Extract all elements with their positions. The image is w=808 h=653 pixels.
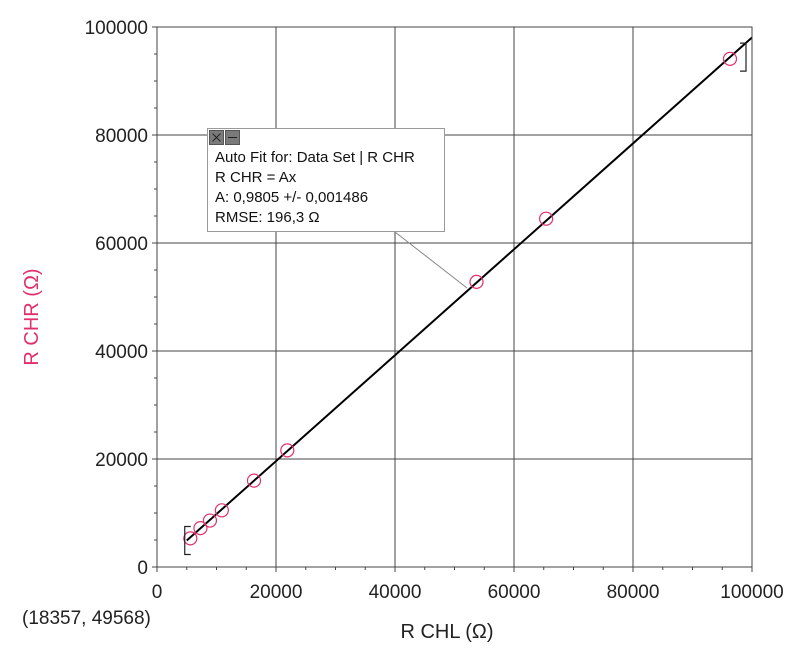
fit-equation: R CHR = Ax (215, 169, 297, 186)
y-tick-label: 40000 (95, 342, 148, 363)
minimize-icon[interactable] (225, 130, 240, 145)
y-tick-label: 20000 (95, 450, 148, 471)
close-icon[interactable] (209, 130, 224, 145)
x-tick-labels: 0 20000 40000 60000 80000 100000 (152, 582, 784, 603)
auto-fit-info-box[interactable]: Auto Fit for: Data Set | R CHR R CHR = A… (207, 128, 445, 232)
data-point (214, 503, 229, 518)
y-axis-title: R CHR (Ω) (21, 268, 43, 365)
x-tick-label: 0 (152, 582, 163, 603)
fit-line-group (186, 36, 753, 542)
left-range-bracket[interactable] (184, 525, 191, 556)
right-range-bracket[interactable] (740, 42, 747, 72)
callout-leader-line (394, 231, 468, 289)
data-point (469, 274, 484, 289)
fit-title: Auto Fit for: Data Set | R CHR (215, 149, 415, 166)
fit-range-brackets (184, 42, 747, 556)
x-tick-label: 20000 (250, 582, 303, 603)
plot-frame (156, 26, 753, 568)
y-tick-label: 60000 (95, 234, 148, 255)
x-tick-label: 40000 (369, 582, 422, 603)
data-point (280, 443, 295, 458)
x-tick-label: 60000 (488, 582, 541, 603)
plot-area (157, 27, 752, 567)
data-point (246, 473, 262, 488)
fit-rmse: RMSE: 196,3 Ω (215, 209, 320, 226)
fit-coefficient: A: 0,9805 +/- 0,001486 (215, 189, 369, 206)
data-point (193, 521, 208, 536)
x-axis-title: R CHL (Ω) (400, 621, 493, 643)
data-point (539, 211, 554, 226)
cursor-coordinate-readout: (18357, 49568) (22, 608, 151, 629)
x-tick-label: 80000 (607, 582, 660, 603)
data-point (722, 51, 738, 66)
x-tick-label: 100000 (720, 582, 783, 603)
y-tick-labels: 0 20000 40000 60000 80000 100000 (85, 18, 148, 579)
data-points (183, 51, 738, 546)
y-tick-label: 100000 (85, 18, 148, 39)
y-tick-label: 80000 (95, 126, 148, 147)
fit-line (186, 36, 753, 542)
data-point (183, 531, 198, 546)
data-point (202, 513, 218, 528)
y-tick-label: 0 (137, 558, 148, 579)
